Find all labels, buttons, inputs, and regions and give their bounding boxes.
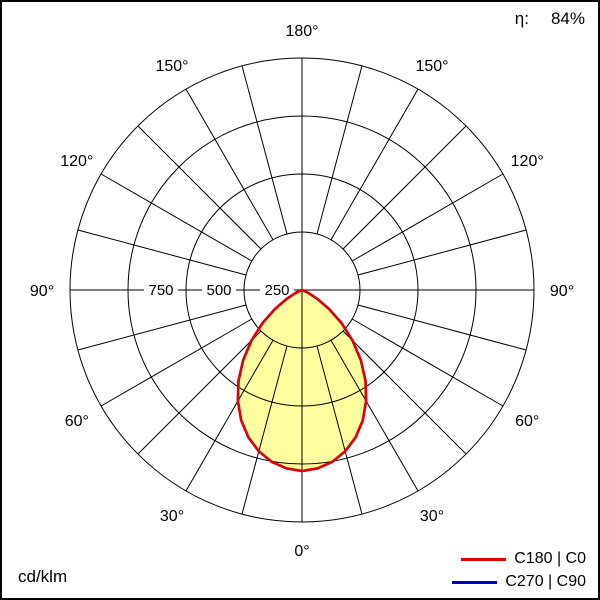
legend-label-c0-c180: C180 | C0 [514, 550, 586, 567]
legend-item-c90: C270 | C90 [452, 573, 586, 591]
angle-labels: 0° 30° 30° 60° 60° 90° 90° 120° 120° 150° 150° 180° [30, 23, 574, 560]
legend-swatch-c90-c270 [452, 580, 498, 584]
legend-item-c0: C180 | C0 [452, 550, 586, 568]
efficiency-readout: η: 84% [515, 9, 585, 29]
svg-text:120°: 120° [511, 153, 544, 170]
svg-text:60°: 60° [65, 413, 89, 430]
svg-text:150°: 150° [415, 58, 448, 75]
svg-text:150°: 150° [155, 58, 188, 75]
svg-text:30°: 30° [160, 508, 184, 525]
svg-text:250: 250 [264, 282, 289, 299]
svg-text:500: 500 [206, 282, 231, 299]
units-label: cd/klm [18, 567, 68, 586]
grid-spokes [70, 58, 534, 522]
efficiency-label: η: [514, 9, 529, 28]
radial-tick-labels: 250 500 750 [144, 281, 294, 299]
svg-text:0°: 0° [294, 543, 309, 560]
svg-text:120°: 120° [60, 153, 93, 170]
curve-c180-c0 [236, 288, 368, 473]
efficiency-value: 84% [550, 9, 585, 28]
svg-text:90°: 90° [30, 283, 54, 300]
svg-text:90°: 90° [550, 283, 574, 300]
legend: C180 | C0 C270 | C90 [452, 550, 586, 591]
svg-text:180°: 180° [285, 23, 318, 40]
legend-label-c90-c270: C270 | C90 [505, 573, 586, 590]
legend-swatch-c0-c180 [461, 557, 507, 561]
svg-text:60°: 60° [515, 413, 539, 430]
svg-text:30°: 30° [420, 508, 444, 525]
svg-text:750: 750 [148, 282, 173, 299]
